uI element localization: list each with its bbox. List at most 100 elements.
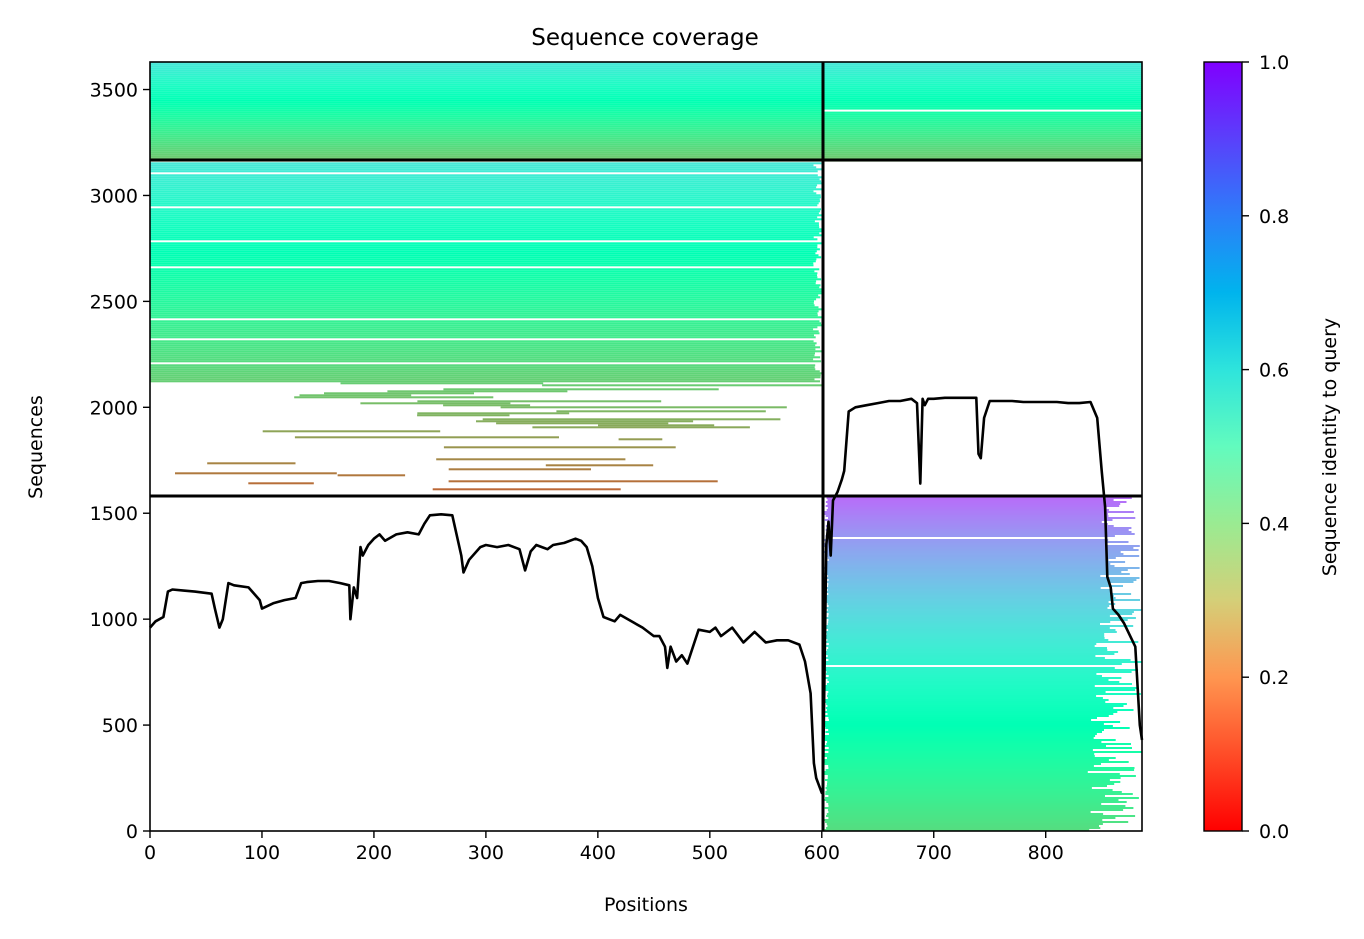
sequence-row bbox=[542, 384, 823, 387]
sequence-row bbox=[822, 129, 1142, 132]
sequence-row bbox=[824, 745, 1106, 747]
sequence-row bbox=[150, 198, 820, 201]
sequence-row bbox=[150, 366, 815, 369]
sequence-row bbox=[432, 488, 621, 491]
sequence-row bbox=[150, 238, 818, 241]
sequence-row bbox=[828, 767, 1135, 769]
sequence-row bbox=[150, 324, 822, 327]
sequence-row bbox=[827, 557, 1116, 559]
sequence-row bbox=[150, 328, 814, 331]
sequence-row bbox=[822, 117, 1142, 120]
sequence-row bbox=[823, 543, 1105, 545]
sequence-row bbox=[150, 155, 823, 158]
colorbar-tick-label: 0.0 bbox=[1259, 821, 1289, 843]
sequence-row bbox=[150, 246, 818, 249]
sequence-row bbox=[824, 763, 1101, 765]
sequence-row bbox=[823, 513, 1108, 515]
sequence-row bbox=[827, 589, 1113, 591]
x-tick-label: 100 bbox=[244, 842, 280, 864]
sequence-row bbox=[824, 755, 1095, 757]
sequence-row bbox=[825, 587, 1101, 589]
sequence-row bbox=[150, 125, 823, 128]
sequence-row bbox=[150, 252, 816, 255]
sequence-row bbox=[825, 549, 1139, 551]
sequence-row bbox=[823, 689, 1136, 691]
sequence-row bbox=[150, 316, 822, 319]
sequence-row bbox=[150, 202, 819, 205]
y-tick-label: 1000 bbox=[90, 609, 138, 631]
sequence-row bbox=[825, 591, 1111, 593]
colorbar-ticks: 0.0 0.2 0.4 0.6 0.8 1.0 bbox=[1242, 52, 1289, 843]
sequence-row bbox=[828, 575, 1101, 577]
sequence-row bbox=[825, 769, 1135, 771]
sequence-row bbox=[150, 69, 823, 72]
sequence-row bbox=[827, 581, 1134, 583]
sequence-row bbox=[150, 350, 822, 353]
sequence-row bbox=[825, 699, 1109, 701]
sequence-row bbox=[826, 673, 1097, 675]
sequence-row bbox=[828, 531, 1132, 533]
sequence-row bbox=[823, 635, 1105, 637]
x-tick-label: 400 bbox=[580, 842, 616, 864]
sequence-row bbox=[827, 697, 1103, 699]
sequence-row bbox=[150, 272, 818, 275]
sequence-row bbox=[826, 497, 1132, 499]
sequence-row bbox=[150, 378, 815, 381]
sequence-row bbox=[826, 553, 1124, 555]
sequence-row bbox=[443, 404, 531, 407]
sequence-row bbox=[823, 739, 1116, 741]
sequence-row bbox=[150, 168, 822, 171]
sequence-row bbox=[825, 787, 1092, 789]
sequence-row bbox=[828, 733, 1097, 735]
sequence-row bbox=[207, 462, 296, 465]
sequence-row bbox=[150, 127, 823, 130]
sequence-row bbox=[822, 101, 1142, 104]
sequence-row bbox=[828, 559, 1109, 561]
sequence-row bbox=[824, 573, 1130, 575]
sequence-row bbox=[828, 729, 1104, 731]
sequence-row bbox=[826, 547, 1134, 549]
sequence-row bbox=[822, 97, 1142, 100]
sequence-row bbox=[150, 292, 822, 295]
sequence-row bbox=[823, 687, 1138, 689]
sequence-row bbox=[150, 71, 823, 74]
sequence-row bbox=[822, 91, 1142, 94]
sequence-row bbox=[150, 190, 814, 193]
sequence-row bbox=[823, 761, 1129, 763]
sequence-row bbox=[150, 188, 822, 191]
sequence-row bbox=[150, 170, 818, 173]
sequence-row bbox=[825, 565, 1115, 567]
sequence-row bbox=[443, 388, 719, 391]
sequence-row bbox=[150, 236, 814, 239]
sequence-row bbox=[150, 280, 817, 283]
sequence-row bbox=[828, 619, 1128, 621]
sequence-row bbox=[823, 551, 1121, 553]
sequence-row bbox=[828, 643, 1097, 645]
sequence-row bbox=[150, 143, 823, 146]
sequence-row bbox=[150, 306, 819, 309]
sequence-row bbox=[825, 661, 1142, 663]
sequence-row bbox=[150, 304, 815, 307]
sequence-row bbox=[150, 330, 819, 333]
sequence-row bbox=[150, 101, 823, 104]
sequence-row bbox=[822, 111, 1142, 114]
sequence-row bbox=[827, 499, 1114, 501]
sequence-row bbox=[823, 539, 1109, 541]
sequence-row bbox=[150, 370, 820, 373]
sequence-row bbox=[294, 436, 559, 439]
colorbar-tick-label: 0.8 bbox=[1259, 206, 1289, 228]
sequence-row bbox=[150, 326, 818, 329]
sequence-row bbox=[827, 705, 1124, 707]
coverage-line bbox=[149, 396, 1144, 795]
sequence-row bbox=[822, 69, 1142, 72]
sequence-row bbox=[150, 248, 820, 251]
x-tick-label: 200 bbox=[356, 842, 392, 864]
sequence-row bbox=[825, 505, 1120, 507]
sequence-row bbox=[826, 571, 1122, 573]
sequence-row bbox=[150, 174, 818, 177]
sequence-row bbox=[387, 390, 568, 393]
sequence-row bbox=[827, 533, 1135, 535]
sequence-row bbox=[448, 468, 591, 471]
sequence-row bbox=[828, 605, 1110, 607]
sequence-row bbox=[825, 779, 1110, 781]
